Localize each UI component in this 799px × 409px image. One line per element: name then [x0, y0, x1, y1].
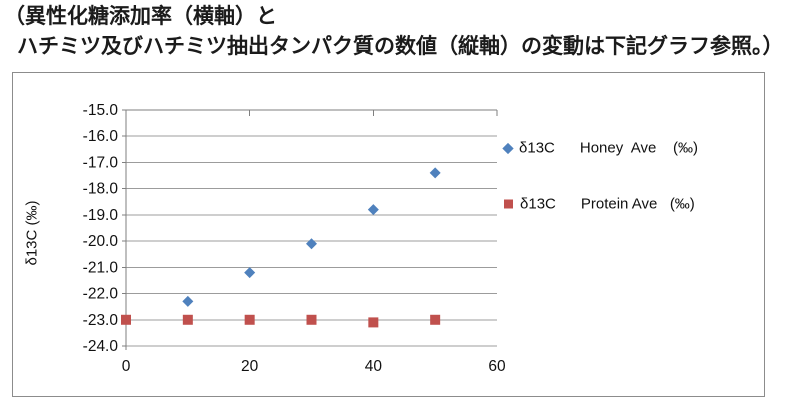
legend-label-protein: δ13C Protein Ave (‰) — [520, 195, 695, 213]
series-points-honey — [182, 167, 441, 307]
page-title: （異性化糖添加率（横軸）と ハチミツ及びハチミツ抽出タンパク質の数値（縦軸）の変… — [4, 2, 784, 62]
svg-text:-18.0: -18.0 — [83, 181, 119, 198]
chart-svg: -15.0 -16.0 -17.0 -18.0 -19.0 -20.0 -21.0 -22.0… — [83, 102, 506, 375]
y-axis-title: δ13C (‰) — [23, 200, 41, 266]
svg-text:-23.0: -23.0 — [83, 312, 119, 329]
svg-text:0: 0 — [122, 358, 131, 375]
chart: -15.0 -16.0 -17.0 -18.0 -19.0 -20.0 -21.0 -22.0… — [12, 72, 765, 397]
svg-text:-20.0: -20.0 — [83, 233, 119, 250]
svg-text:20: 20 — [241, 358, 259, 375]
svg-text:-19.0: -19.0 — [83, 207, 119, 224]
protein-square-icon — [504, 199, 513, 209]
svg-text:-17.0: -17.0 — [83, 154, 119, 171]
svg-text:-22.0: -22.0 — [83, 286, 119, 303]
svg-text:40: 40 — [365, 358, 383, 375]
svg-text:-15.0: -15.0 — [83, 102, 119, 119]
svg-text:60: 60 — [488, 358, 506, 375]
gridlines — [126, 109, 497, 347]
honey-diamond-icon — [502, 142, 514, 154]
svg-text:-16.0: -16.0 — [83, 128, 119, 145]
series-points-protein — [121, 314, 441, 328]
svg-text:-21.0: -21.0 — [83, 259, 119, 276]
tick-labels: -15.0 -16.0 -17.0 -18.0 -19.0 -20.0 -21.0 -22.0… — [83, 102, 506, 375]
page-title-line-1: （異性化糖添加率（横軸）と — [4, 5, 277, 28]
legend-item-honey: δ13C Honey Ave (‰) — [502, 139, 698, 157]
svg-text:-24.0: -24.0 — [83, 338, 119, 355]
legend-label-honey: δ13C Honey Ave (‰) — [519, 139, 698, 157]
axes — [122, 109, 498, 350]
page-title-line-2: ハチミツ及びハチミツ抽出タンパク質の数値（縦軸）の変動は下記グラフ参照。） — [17, 35, 784, 58]
legend-item-protein: δ13C Protein Ave (‰) — [504, 196, 695, 213]
